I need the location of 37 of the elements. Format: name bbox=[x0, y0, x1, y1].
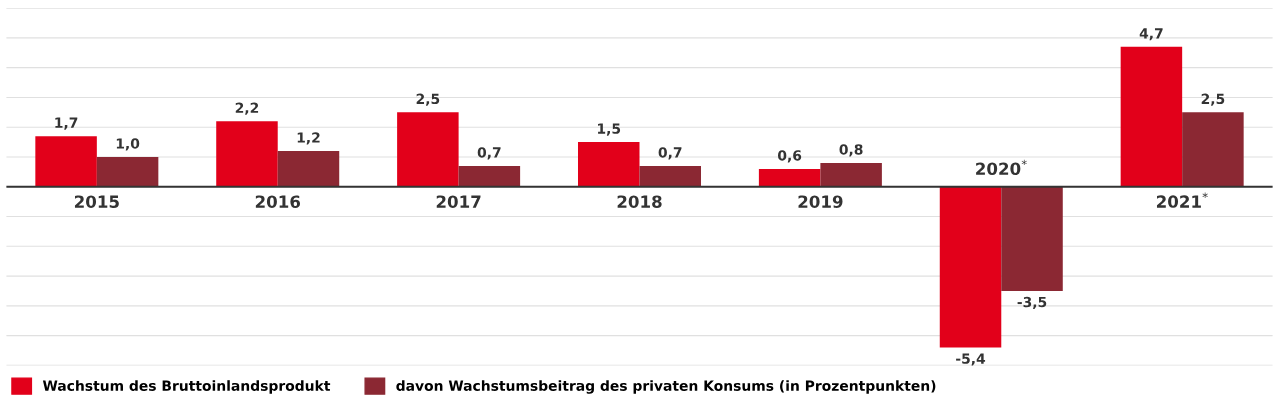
x-tick-label: 2021$^{*}$ bbox=[1156, 192, 1208, 208]
data-label: 2,2 bbox=[235, 102, 259, 115]
bar bbox=[1001, 186, 1063, 291]
data-label: 0,8 bbox=[839, 144, 863, 157]
bar bbox=[277, 151, 340, 187]
bar bbox=[639, 165, 701, 187]
data-label: 4,7 bbox=[1139, 28, 1163, 41]
data-label: 1,7 bbox=[55, 117, 78, 130]
data-label: -3,5 bbox=[1017, 296, 1047, 310]
bar bbox=[1182, 112, 1244, 187]
bar bbox=[939, 186, 1002, 348]
bar bbox=[397, 112, 459, 187]
x-tick-label: 2019 bbox=[798, 195, 843, 208]
data-label: 1,5 bbox=[598, 123, 621, 136]
bar bbox=[1120, 46, 1183, 187]
x-tick-label: 2018 bbox=[617, 195, 662, 208]
data-label: 2,5 bbox=[416, 93, 440, 106]
legend-label: Wachstum des Bruttoinlandsprodukt bbox=[42, 380, 331, 394]
data-label: 2,5 bbox=[1201, 93, 1225, 106]
bar bbox=[458, 165, 521, 187]
bar bbox=[820, 162, 882, 187]
bar bbox=[578, 142, 640, 187]
legend-label: davon Wachstumsbeitrag des privaten Konsums (in Prozentpunkten) bbox=[396, 380, 936, 394]
bar bbox=[216, 121, 278, 187]
x-tick-label: 2017 bbox=[436, 195, 481, 208]
x-tick-label: 2016 bbox=[255, 195, 301, 208]
data-label: 0,7 bbox=[477, 147, 501, 160]
data-label: 0,7 bbox=[658, 147, 682, 160]
bar bbox=[758, 168, 821, 187]
bar bbox=[96, 156, 159, 187]
x-tick-label: 2015 bbox=[74, 195, 119, 208]
data-label: -5,4 bbox=[956, 353, 986, 366]
data-label: 0,6 bbox=[778, 150, 802, 163]
data-label: 1,0 bbox=[116, 138, 140, 151]
bar bbox=[35, 136, 97, 187]
x-tick-label: 2020$^{*}$ bbox=[976, 159, 1027, 176]
data-label: 1,2 bbox=[297, 132, 320, 145]
